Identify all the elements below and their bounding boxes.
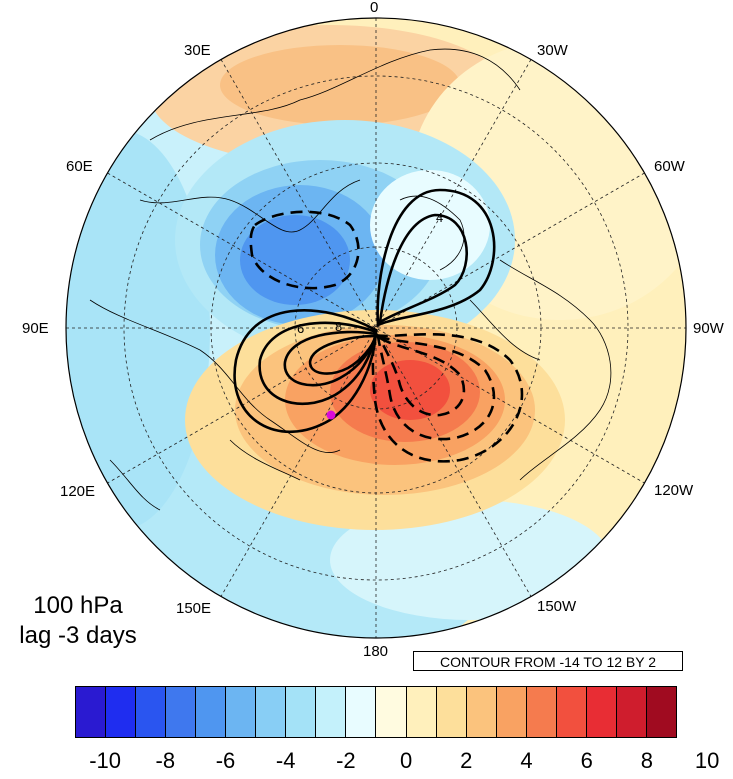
colorbar-swatch <box>316 687 347 737</box>
colorbar-tick-label: -6 <box>215 748 236 773</box>
pressure-level-label: 100 hPa <box>33 592 123 619</box>
contour-positive <box>308 334 378 375</box>
colorbar-swatch <box>556 687 587 737</box>
lon-label-180: 180 <box>363 643 389 660</box>
colorbar-tick-label: 0 <box>399 748 413 773</box>
colorbar-swatch <box>196 687 227 737</box>
lon-label-30w: 30W <box>537 42 568 59</box>
lon-label-60e: 60E <box>66 158 93 175</box>
colorbar-tick-label: 2 <box>460 748 473 773</box>
colorbar-swatch <box>106 687 137 737</box>
colorbar-tick-label: -2 <box>336 748 356 773</box>
colorbar-swatch <box>346 687 377 737</box>
lon-label-150e: 150E <box>176 600 212 617</box>
contour-positive <box>283 330 378 387</box>
contour-positive <box>378 213 468 325</box>
colorbar-swatch <box>406 687 437 737</box>
colorbar-tick-label: 4 <box>520 748 533 773</box>
colorbar-swatch <box>436 687 467 737</box>
colorbar-swatch <box>376 687 407 737</box>
contour-negative <box>377 334 466 417</box>
colorbar-swatch <box>496 687 527 737</box>
colorbar-swatch <box>226 687 257 737</box>
location-marker <box>326 410 336 420</box>
colorbar-swatch <box>466 687 497 737</box>
contour-label: 4 <box>436 210 443 225</box>
colorbar-swatch <box>616 687 647 737</box>
colorbar-tick-label: 8 <box>640 748 654 773</box>
contour-info-box: CONTOUR FROM -14 TO 12 BY 2 <box>413 651 683 671</box>
contour-negative <box>249 210 360 290</box>
lon-label-150w: 150W <box>537 598 577 615</box>
contour-positive <box>233 309 378 434</box>
colorbar-swatch <box>286 687 317 737</box>
lon-label-120e: 120E <box>60 483 96 500</box>
lon-label-60w: 60W <box>654 158 685 175</box>
colorbar-swatch <box>256 687 287 737</box>
contours-negative <box>249 210 524 463</box>
colorbar-swatch <box>586 687 617 737</box>
coastlines <box>89 48 612 511</box>
colorbar-swatch <box>526 687 557 737</box>
lon-label-120w: 120W <box>654 482 694 499</box>
colorbar-swatch <box>136 687 167 737</box>
contour-positive <box>258 321 378 406</box>
contour-positive <box>376 188 496 327</box>
contour-negative <box>376 333 496 441</box>
colorbar <box>75 686 677 738</box>
colorbar-swatch <box>76 687 107 737</box>
colorbar-tick-label: -10 <box>89 748 121 773</box>
contour-label: 8 <box>335 319 342 334</box>
lon-label-30e: 30E <box>184 42 211 59</box>
colorbar-tick-label: -8 <box>155 748 176 773</box>
contours <box>233 188 496 434</box>
lon-label-90w: 90W <box>693 320 724 337</box>
lon-label-90e: 90E <box>22 320 49 337</box>
graticule <box>66 18 686 638</box>
colorbar-tick-label: 6 <box>580 748 593 773</box>
contour-negative <box>371 333 524 463</box>
lon-label-0: 0 <box>370 0 379 16</box>
colorbar-tick-label: 10 <box>694 748 720 773</box>
colorbar-swatch <box>166 687 197 737</box>
colorbar-tick-label: -4 <box>275 748 296 773</box>
colorbar-swatch <box>646 687 676 737</box>
lag-label: lag -3 days <box>19 622 137 649</box>
contour-label: 6 <box>297 321 304 336</box>
